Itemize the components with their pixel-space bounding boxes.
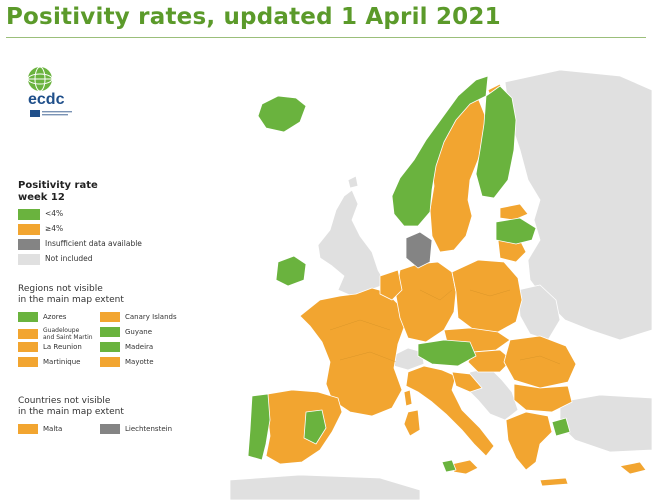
netherlands-belgium [379,269,403,301]
corsica [403,389,413,407]
swatch-guadeloupe [18,329,38,339]
latvia [495,217,537,245]
region-guyane: Guyane [100,327,152,339]
country-malta: Malta [18,424,62,436]
country-liechtenstein: Liechtenstein [100,424,172,436]
swatch-mayotte [100,357,120,367]
north-africa-not-included [229,474,421,500]
legend-item-not-included: Not included [18,253,92,265]
sardinia [403,409,421,437]
region-madeira: Madeira [100,342,153,354]
greece [505,411,553,471]
italy [405,365,495,457]
europe-map [229,69,652,500]
balkans-not-included [465,367,519,421]
norway [391,75,489,227]
legend-swatch-insufficient [18,238,40,250]
legend-title: Positivity rate week 12 [18,180,98,203]
slovenia-croatia [451,371,483,393]
france [299,287,407,417]
poland [451,259,523,333]
legend-swatch-high [18,223,40,235]
sicily [451,459,479,475]
ecdc-logo: ecdc [27,66,72,117]
map-title: Positivity rates, updated 1 April 2021 [6,4,501,30]
estonia [499,203,529,221]
region-la-reunion: La Reunion [18,342,82,354]
bulgaria [513,383,573,413]
denmark [405,231,433,269]
iceland [257,95,307,133]
swatch-azores [18,312,38,322]
great-britain-not-included [317,189,387,297]
swatch-canary [100,312,120,322]
swatch-martinique [18,357,38,367]
hungary [467,349,513,373]
ireland [275,255,307,287]
crete [539,477,569,487]
portugal [247,393,271,461]
region-guadeloupe: Guadeloupe and Saint Martin [18,327,93,341]
aegean-region [551,417,571,437]
region-canary-islands: Canary Islands [100,312,177,324]
swatch-la-reunion [18,342,38,352]
legend-item-low: <4% [18,208,63,220]
legend-item-insufficient: Insufficient data available [18,238,142,250]
romania [503,335,577,389]
sicily-north [441,459,457,473]
countries-title: Countries not visible in the main map ext… [18,396,124,417]
swatch-malta [18,424,38,434]
cyprus [619,461,647,475]
turkey-not-included [559,394,652,453]
region-mayotte: Mayotte [100,357,154,369]
austria [417,339,477,367]
svg-text:ecdc: ecdc [28,91,65,108]
swatch-madeira [100,342,120,352]
region-azores: Azores [18,312,66,324]
swatch-liechtenstein [100,424,120,434]
norway-shetland-not-included [347,175,359,189]
finland [475,85,517,199]
title-divider [6,37,646,38]
legend-item-high: ≥4% [18,223,63,235]
spain-regions-green [303,409,327,445]
swatch-guyane [100,327,120,337]
legend-swatch-not-included [18,253,40,265]
germany [395,261,457,343]
region-martinique: Martinique [18,357,80,369]
moldova-belarus-not-included [517,284,561,341]
spain [265,389,343,465]
regions-title: Regions not visible in the main map exten… [18,284,124,305]
legend-swatch-low [18,208,40,220]
